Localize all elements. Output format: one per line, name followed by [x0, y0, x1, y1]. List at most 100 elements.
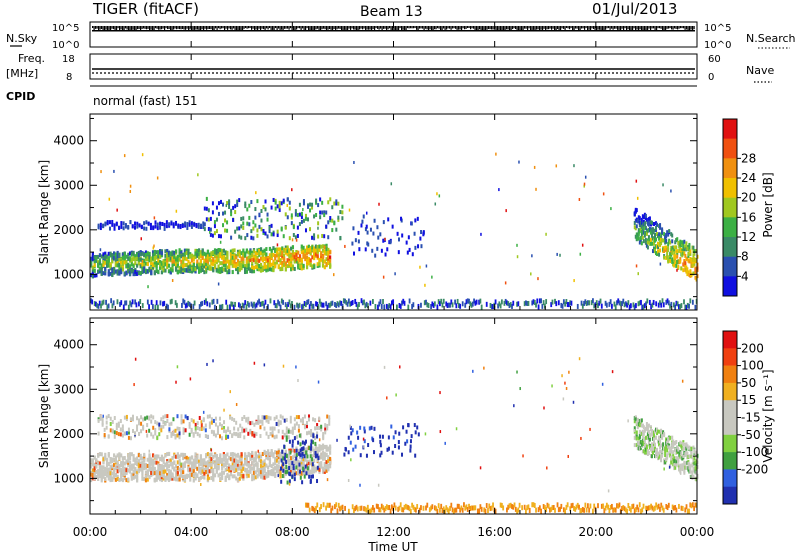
echo-cell: [367, 443, 369, 447]
echo-cell: [537, 277, 539, 280]
echo-cell: [378, 203, 380, 206]
echo-cell: [116, 222, 118, 226]
echo-cell: [315, 213, 317, 217]
echo-cell: [150, 432, 152, 436]
echo-cell: [296, 239, 298, 242]
echo-cell: [176, 427, 178, 431]
nsky-bar: [175, 26, 176, 28]
nsky-bar: [257, 26, 258, 30]
nsky-bar: [272, 26, 273, 30]
echo-cell: [690, 273, 692, 277]
echo-cell: [209, 231, 211, 234]
echo-cell: [373, 450, 375, 454]
echo-cell: [271, 206, 273, 210]
nsky-bar: [593, 26, 594, 29]
echo-cell: [645, 238, 647, 242]
echo-cell: [358, 231, 360, 235]
echo-cell: [371, 426, 373, 430]
nsky-bar: [629, 26, 630, 30]
echo-cell: [694, 305, 696, 310]
echo-cell: [248, 303, 250, 308]
echo-cell: [361, 220, 363, 224]
nsky-bar: [109, 26, 110, 30]
echo-cell: [138, 432, 140, 436]
echo-cell: [392, 451, 394, 455]
nsky-bar: [379, 26, 380, 30]
nsky-bar: [167, 26, 168, 29]
echo-cell: [271, 224, 273, 228]
echo-cell: [233, 248, 235, 252]
echo-cell: [636, 208, 638, 212]
echo-cell: [588, 300, 590, 305]
nsky-bar: [644, 26, 645, 30]
nsky-bar: [391, 26, 392, 30]
echo-cell: [299, 203, 301, 207]
echo-cell: [189, 478, 191, 482]
echo-cell: [127, 225, 129, 229]
nsky-bar: [202, 26, 203, 29]
echo-cell: [668, 445, 670, 449]
nsky-bar: [227, 26, 228, 30]
nsky-bar: [187, 26, 188, 29]
echo-cell: [323, 303, 325, 308]
echo-cell: [142, 303, 144, 308]
nsky-bar: [484, 26, 485, 30]
echo-cell: [285, 212, 287, 216]
echo-cell: [653, 300, 655, 305]
nsky-bar: [125, 26, 126, 28]
echo-cell: [329, 259, 331, 263]
echo-cell: [223, 420, 225, 424]
echo-cell: [246, 222, 248, 226]
echo-cell: [132, 224, 134, 228]
nsky-bar: [439, 26, 440, 29]
echo-cell: [302, 452, 304, 456]
nsky-bar: [532, 26, 533, 30]
echo-cell: [352, 226, 354, 230]
echo-cell: [486, 302, 488, 307]
echo-cell: [161, 222, 163, 226]
echo-cell: [495, 299, 497, 304]
echo-cell: [636, 224, 638, 228]
nsky-bar: [233, 26, 234, 28]
echo-cell: [501, 299, 503, 304]
echo-cell: [406, 241, 408, 245]
echo-cell: [660, 458, 662, 462]
echo-cell: [360, 224, 362, 228]
echo-cell: [692, 246, 694, 250]
nsky-bar: [634, 26, 635, 28]
nsky-bar: [406, 26, 407, 31]
echo-cell: [627, 300, 629, 305]
echo-cell: [91, 299, 93, 304]
nsky-bar: [424, 26, 425, 30]
echo-cell: [114, 435, 116, 439]
echo-cell: [148, 416, 150, 420]
echo-cell: [292, 238, 294, 241]
echo-cell: [545, 233, 547, 236]
echo-cell: [328, 415, 330, 419]
echo-cell: [645, 214, 647, 218]
echo-cell: [248, 204, 250, 208]
nsky-bar: [538, 26, 539, 29]
echo-cell: [651, 454, 653, 458]
echo-cell: [240, 224, 242, 228]
echo-cell: [382, 299, 384, 304]
echo-cell: [254, 224, 256, 228]
colorbar-segment: [723, 198, 737, 218]
nsky-bar: [659, 26, 660, 28]
nsky-bar: [397, 26, 398, 30]
echo-cell: [212, 234, 214, 238]
echo-cell: [311, 439, 313, 443]
echo-cell: [198, 225, 200, 229]
nsky-bar: [157, 26, 158, 29]
echo-cell: [207, 435, 209, 439]
nsky-label: N.Sky: [6, 32, 38, 45]
echo-cell: [200, 224, 202, 228]
echo-cell: [309, 508, 311, 513]
echo-cell: [265, 300, 267, 305]
echo-cell: [278, 422, 280, 426]
nsky-bar: [173, 26, 174, 30]
nsky-bar: [557, 26, 558, 29]
echo-cell: [265, 252, 267, 256]
echo-cell: [102, 224, 104, 228]
